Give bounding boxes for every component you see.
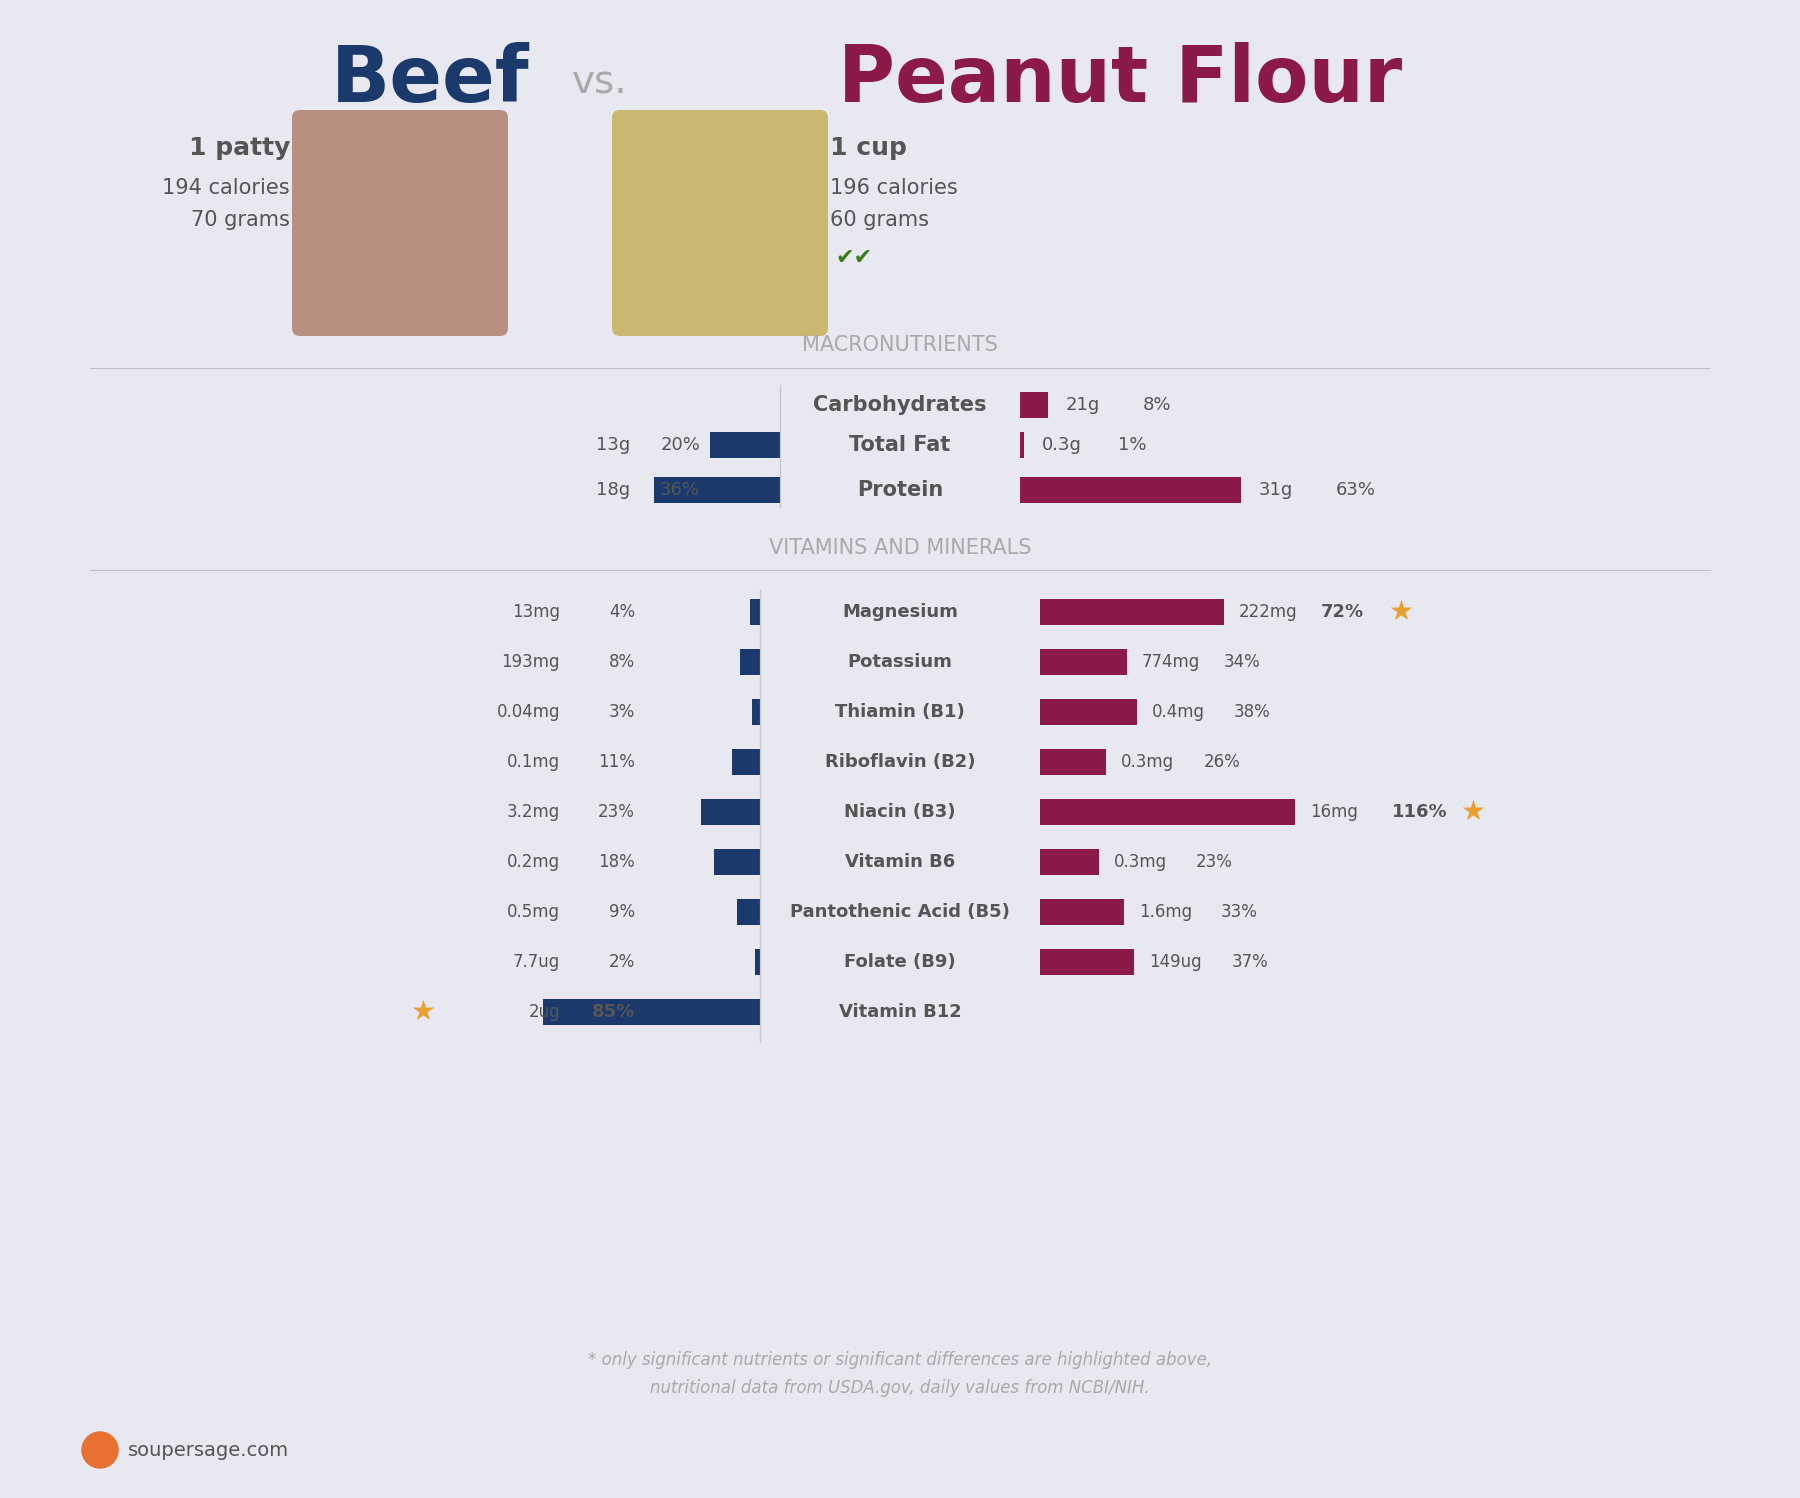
Text: 1.6mg: 1.6mg: [1139, 903, 1192, 921]
Text: 2%: 2%: [608, 953, 635, 971]
Text: Magnesium: Magnesium: [842, 604, 958, 622]
Text: MACRONUTRIENTS: MACRONUTRIENTS: [803, 336, 997, 355]
Text: Beef: Beef: [331, 42, 529, 118]
Text: Folate (B9): Folate (B9): [844, 953, 956, 971]
Bar: [1021, 392, 1048, 418]
Text: 11%: 11%: [598, 753, 635, 771]
Text: 0.3mg: 0.3mg: [1121, 753, 1174, 771]
Text: 222mg: 222mg: [1238, 604, 1298, 622]
Text: 0.3mg: 0.3mg: [1114, 852, 1166, 870]
Text: 18g: 18g: [596, 481, 630, 499]
Bar: [1040, 798, 1294, 825]
Text: Niacin (B3): Niacin (B3): [844, 803, 956, 821]
Text: 9%: 9%: [608, 903, 635, 921]
Text: 0.5mg: 0.5mg: [508, 903, 560, 921]
Text: 23%: 23%: [598, 803, 635, 821]
Bar: [1040, 700, 1138, 725]
Text: 33%: 33%: [1220, 903, 1258, 921]
Text: Carbohydrates: Carbohydrates: [814, 395, 986, 415]
Text: 70 grams: 70 grams: [191, 210, 290, 231]
Text: 7.7ug: 7.7ug: [513, 953, 560, 971]
Text: 38%: 38%: [1235, 703, 1271, 721]
Text: 16mg: 16mg: [1310, 803, 1357, 821]
Text: 21g: 21g: [1066, 395, 1100, 413]
Bar: [1040, 749, 1107, 774]
Text: 194 calories: 194 calories: [162, 178, 290, 198]
Text: ★: ★: [410, 998, 436, 1026]
Text: 3.2mg: 3.2mg: [508, 803, 560, 821]
FancyBboxPatch shape: [292, 109, 508, 336]
Text: 23%: 23%: [1195, 852, 1233, 870]
Text: Total Fat: Total Fat: [850, 434, 950, 455]
FancyBboxPatch shape: [612, 109, 828, 336]
Text: 0.4mg: 0.4mg: [1152, 703, 1204, 721]
Text: 31g: 31g: [1258, 481, 1292, 499]
Bar: [1040, 849, 1098, 875]
Bar: [1040, 899, 1125, 924]
Text: 0.04mg: 0.04mg: [497, 703, 560, 721]
Text: 26%: 26%: [1202, 753, 1240, 771]
Text: 37%: 37%: [1231, 953, 1267, 971]
Bar: [1040, 599, 1224, 625]
Text: * only significant nutrients or significant differences are highlighted above,: * only significant nutrients or signific…: [589, 1351, 1211, 1369]
Bar: [1021, 431, 1024, 458]
Text: 20%: 20%: [661, 436, 700, 454]
Text: VITAMINS AND MINERALS: VITAMINS AND MINERALS: [769, 538, 1031, 557]
Text: 1 patty: 1 patty: [189, 136, 290, 160]
Bar: [715, 849, 760, 875]
Bar: [733, 749, 760, 774]
Text: 13mg: 13mg: [511, 604, 560, 622]
Text: 149ug: 149ug: [1150, 953, 1202, 971]
Text: 63%: 63%: [1336, 481, 1375, 499]
Text: 1%: 1%: [1118, 436, 1147, 454]
Text: Potassium: Potassium: [848, 653, 952, 671]
Text: 0.1mg: 0.1mg: [508, 753, 560, 771]
Text: 0.3g: 0.3g: [1042, 436, 1082, 454]
Text: 196 calories: 196 calories: [830, 178, 958, 198]
Text: Riboflavin (B2): Riboflavin (B2): [824, 753, 976, 771]
Text: Vitamin B12: Vitamin B12: [839, 1004, 961, 1022]
Text: Thiamin (B1): Thiamin (B1): [835, 703, 965, 721]
Bar: [752, 700, 760, 725]
Text: 116%: 116%: [1391, 803, 1447, 821]
Text: 4%: 4%: [608, 604, 635, 622]
Bar: [736, 899, 760, 924]
Text: 36%: 36%: [661, 481, 700, 499]
Text: vs.: vs.: [572, 64, 628, 102]
Text: 34%: 34%: [1224, 653, 1260, 671]
Bar: [544, 999, 760, 1025]
Text: Peanut Flour: Peanut Flour: [837, 42, 1402, 118]
Bar: [1021, 476, 1240, 503]
Bar: [1040, 950, 1134, 975]
Text: 0.2mg: 0.2mg: [508, 852, 560, 870]
Text: 774mg: 774mg: [1141, 653, 1201, 671]
Text: 85%: 85%: [592, 1004, 635, 1022]
Text: 72%: 72%: [1321, 604, 1364, 622]
Bar: [702, 798, 760, 825]
Bar: [1040, 649, 1127, 676]
Text: Vitamin B6: Vitamin B6: [844, 852, 956, 870]
Text: soupersage.com: soupersage.com: [128, 1441, 290, 1459]
Bar: [751, 599, 760, 625]
Text: 8%: 8%: [1143, 395, 1172, 413]
Bar: [709, 431, 779, 458]
Text: ★: ★: [1388, 598, 1413, 626]
Text: ✔✔: ✔✔: [835, 249, 873, 268]
Bar: [740, 649, 760, 676]
Text: 1 cup: 1 cup: [830, 136, 907, 160]
Circle shape: [83, 1432, 119, 1468]
Text: 13g: 13g: [596, 436, 630, 454]
Text: 60 grams: 60 grams: [830, 210, 929, 231]
Text: 193mg: 193mg: [502, 653, 560, 671]
Text: 8%: 8%: [608, 653, 635, 671]
Text: Pantothenic Acid (B5): Pantothenic Acid (B5): [790, 903, 1010, 921]
Text: Protein: Protein: [857, 479, 943, 500]
Bar: [653, 476, 779, 503]
Text: 2ug: 2ug: [529, 1004, 560, 1022]
Text: ★: ★: [1460, 798, 1485, 825]
Text: nutritional data from USDA.gov, daily values from NCBI/NIH.: nutritional data from USDA.gov, daily va…: [650, 1380, 1150, 1398]
Text: 3%: 3%: [608, 703, 635, 721]
Text: 18%: 18%: [598, 852, 635, 870]
Bar: [754, 950, 760, 975]
